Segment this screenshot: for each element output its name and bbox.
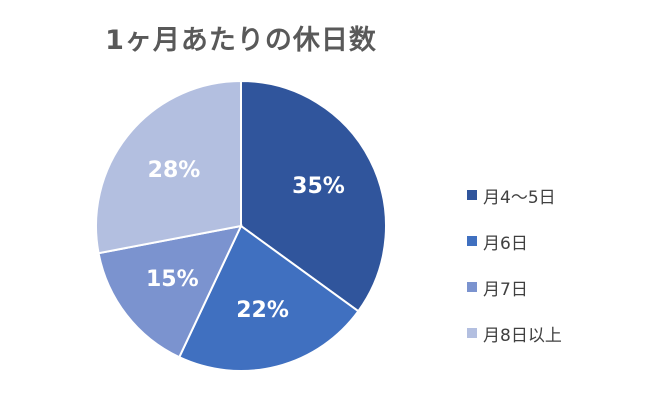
legend-item-6-days: 月6日: [467, 229, 562, 254]
legend-label: 月6日: [483, 233, 528, 254]
chart-title: 1ヶ月あたりの休日数: [105, 25, 377, 56]
legend-swatch: [467, 328, 477, 338]
legend-label: 月7日: [483, 279, 528, 300]
pie-slice-7-days: [97, 224, 243, 359]
legend-item-7-days: 月7日: [467, 275, 562, 300]
legend-swatch: [467, 190, 477, 200]
slice-label-6-days: 22%: [236, 298, 289, 323]
pie-slice-4-5-days: [240, 79, 387, 313]
legend-item-8-plus-days: 月8日以上: [467, 321, 562, 346]
slice-label-4-5-days: 35%: [292, 174, 345, 199]
pie-slice-8-plus-days: [95, 79, 242, 255]
legend: 月4〜5日月6日月7日月8日以上: [467, 183, 562, 367]
slice-label-8-plus-days: 28%: [148, 158, 201, 183]
legend-label: 月4〜5日: [483, 187, 556, 208]
legend-swatch: [467, 236, 477, 246]
legend-label: 月8日以上: [483, 325, 562, 346]
slice-label-7-days: 15%: [146, 267, 199, 292]
legend-swatch: [467, 282, 477, 292]
legend-item-4-5-days: 月4〜5日: [467, 183, 562, 208]
